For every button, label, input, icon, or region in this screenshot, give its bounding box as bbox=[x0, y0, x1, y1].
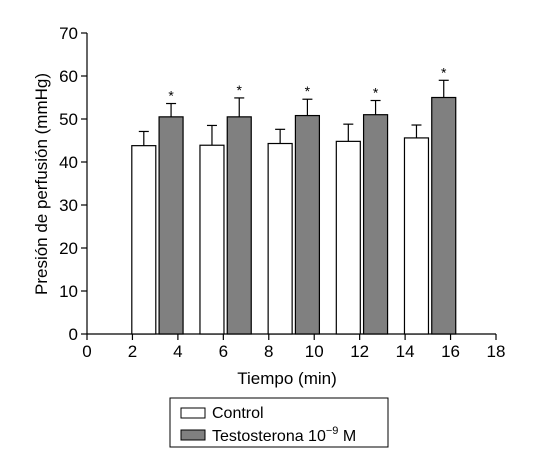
bar-testosterona bbox=[431, 96, 457, 335]
x-tick-label: 12 bbox=[350, 342, 369, 361]
legend: Control Testosterona 10−9 M bbox=[169, 397, 389, 448]
x-tick-label: 6 bbox=[219, 342, 228, 361]
bar-control bbox=[199, 144, 225, 335]
bar-control bbox=[335, 140, 361, 335]
significance-marker: * bbox=[168, 88, 174, 104]
x-tick-label: 14 bbox=[396, 342, 415, 361]
bars: * * * * * bbox=[131, 64, 457, 335]
y-tick-label: 60 bbox=[59, 67, 78, 86]
legend-label-testosterona: Testosterona 10−9 M bbox=[212, 425, 356, 445]
y-tick-label: 40 bbox=[59, 153, 78, 172]
y-tick-label: 20 bbox=[59, 239, 78, 258]
bar-control bbox=[131, 145, 157, 335]
significance-marker: * bbox=[441, 64, 447, 80]
y-tick-label: 0 bbox=[69, 325, 78, 344]
y-tick-label: 30 bbox=[59, 196, 78, 215]
x-tick-label: 2 bbox=[128, 342, 137, 361]
legend-label-testosterona-base: Testosterona 10 bbox=[212, 428, 326, 445]
y-tick-label: 50 bbox=[59, 110, 78, 129]
significance-marker: * bbox=[237, 82, 243, 98]
bar-testosterona bbox=[226, 116, 252, 335]
bar-testosterona bbox=[294, 114, 321, 335]
x-tick-label: 0 bbox=[82, 342, 91, 361]
legend-box bbox=[169, 397, 389, 448]
legend-label-control: Control bbox=[212, 405, 264, 422]
bar-testosterona bbox=[158, 116, 184, 335]
x-axis-label: Tiempo (min) bbox=[237, 369, 337, 388]
legend-swatch-testosterona bbox=[180, 429, 206, 441]
x-tick-label: 4 bbox=[173, 342, 182, 361]
bar-control bbox=[267, 142, 293, 335]
significance-marker: * bbox=[373, 85, 379, 101]
legend-swatch-control bbox=[180, 407, 206, 419]
x-ticks: 0 2 4 6 8 10 12 14 16 18 bbox=[82, 334, 505, 361]
plot-area: 0 10 20 30 40 50 60 70 0 2 4 6 8 10 12 14 16 18 * * * * * bbox=[59, 24, 505, 361]
bar-control bbox=[403, 137, 430, 335]
x-tick-label: 10 bbox=[305, 342, 324, 361]
y-axis-label: Presión de perfusión (mmHg) bbox=[32, 73, 51, 295]
y-tick-label: 10 bbox=[59, 282, 78, 301]
bar-testosterona bbox=[362, 114, 389, 335]
x-tick-label: 18 bbox=[487, 342, 506, 361]
y-ticks: 0 10 20 30 40 50 60 70 bbox=[59, 24, 87, 344]
legend-label-testosterona-unit: M bbox=[338, 428, 356, 445]
y-tick-label: 70 bbox=[59, 24, 78, 43]
x-tick-label: 16 bbox=[441, 342, 460, 361]
x-tick-label: 8 bbox=[264, 342, 273, 361]
legend-label-testosterona-exponent: −9 bbox=[326, 425, 339, 437]
significance-marker: * bbox=[305, 83, 311, 99]
